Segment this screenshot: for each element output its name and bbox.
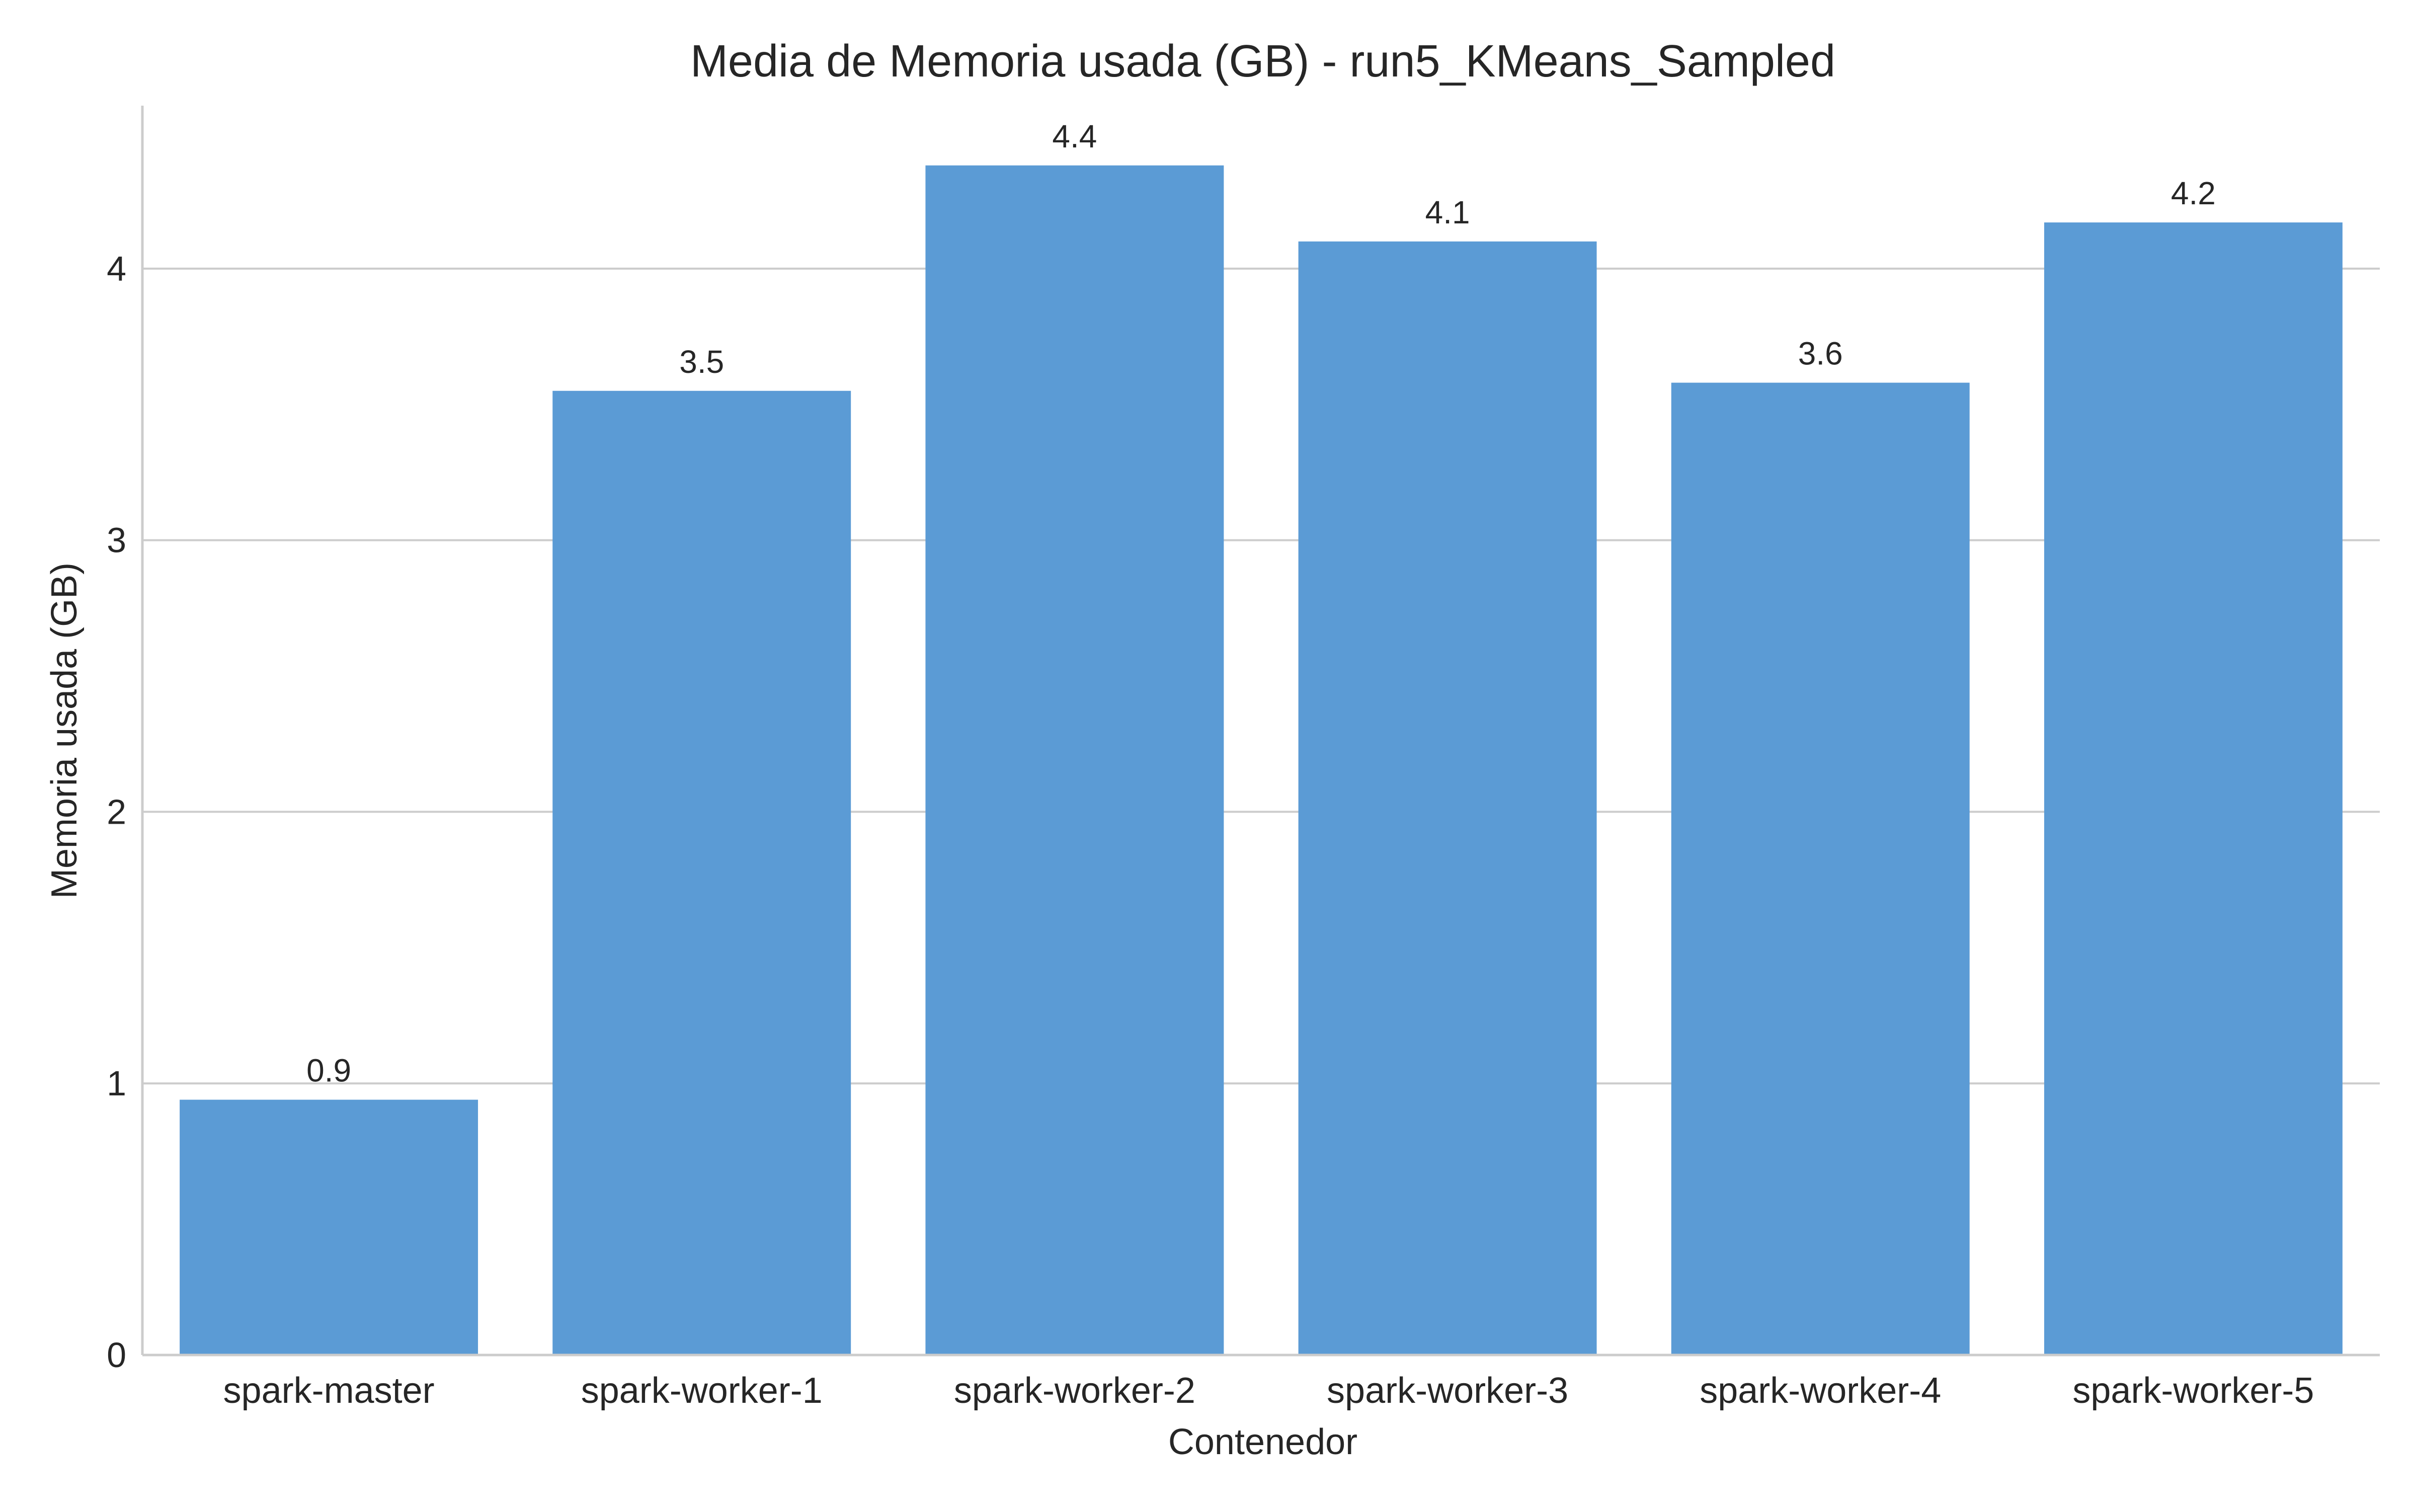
value-label: 4.4 (1052, 118, 1097, 154)
chart-title: Media de Memoria usada (GB) - run5_KMean… (690, 36, 1835, 87)
x-tick-label: spark-worker-3 (1327, 1371, 1568, 1411)
value-label: 4.1 (1425, 194, 1470, 230)
value-label: 0.9 (306, 1053, 351, 1089)
bar (925, 165, 1224, 1355)
y-tick-labels: 0 1 2 3 4 (107, 249, 126, 1375)
bar (2044, 222, 2343, 1356)
value-label: 3.5 (679, 344, 724, 380)
y-tick-label: 2 (107, 792, 126, 831)
value-labels: 0.9 3.5 4.4 4.1 3.6 4.2 (306, 118, 2216, 1089)
x-tick-label: spark-worker-1 (581, 1371, 823, 1411)
x-tick-label: spark-worker-2 (954, 1371, 1195, 1411)
bar (1671, 382, 1970, 1355)
value-label: 3.6 (1798, 336, 1843, 372)
y-axis-label: Memoria usada (GB) (44, 563, 85, 899)
y-tick-label: 3 (107, 521, 126, 560)
bar (1298, 241, 1597, 1355)
y-tick-label: 0 (107, 1335, 126, 1375)
gridlines (142, 267, 2380, 1085)
bar (552, 390, 851, 1355)
axes (141, 106, 2380, 1357)
value-label: 4.2 (2171, 175, 2216, 211)
bars (180, 165, 2343, 1356)
y-tick-label: 1 (107, 1064, 126, 1103)
x-tick-label: spark-worker-5 (2072, 1371, 2314, 1411)
x-tick-label: spark-worker-4 (1700, 1371, 1941, 1411)
bar (180, 1099, 478, 1355)
y-tick-label: 4 (107, 249, 126, 288)
x-tick-labels: spark-master spark-worker-1 spark-worker-2… (223, 1371, 2314, 1411)
x-axis-label: Contenedor (1168, 1422, 1357, 1462)
x-tick-label: spark-master (223, 1371, 435, 1411)
